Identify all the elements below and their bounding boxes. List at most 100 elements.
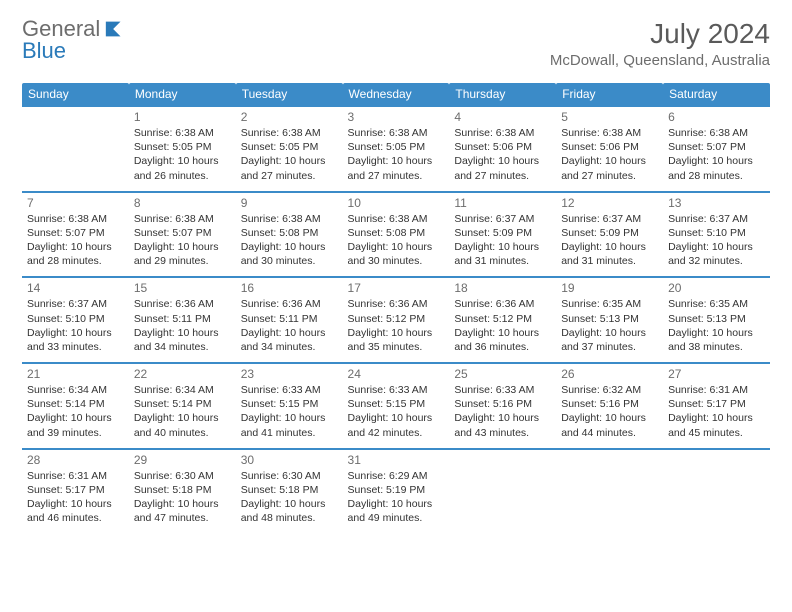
day-number: 8 xyxy=(134,196,231,210)
day-number: 13 xyxy=(668,196,765,210)
day-data: Sunrise: 6:35 AMSunset: 5:13 PMDaylight:… xyxy=(668,297,765,354)
calendar-week-row: 21Sunrise: 6:34 AMSunset: 5:14 PMDayligh… xyxy=(22,363,770,449)
day-number: 27 xyxy=(668,367,765,381)
day-number: 28 xyxy=(27,453,124,467)
day-cell: 16 Sunrise: 6:36 AMSunset: 5:11 PMDayligh… xyxy=(236,277,343,363)
day-number: 5 xyxy=(561,110,658,124)
month-title: July 2024 xyxy=(550,18,770,50)
day-number: 29 xyxy=(134,453,231,467)
day-cell: 30 Sunrise: 6:30 AMSunset: 5:18 PMDayligh… xyxy=(236,449,343,534)
day-cell: 17 Sunrise: 6:36 AMSunset: 5:12 PMDayligh… xyxy=(343,277,450,363)
day-number: 19 xyxy=(561,281,658,295)
day-cell: 23 Sunrise: 6:33 AMSunset: 5:15 PMDayligh… xyxy=(236,363,343,449)
day-cell: 5 Sunrise: 6:38 AMSunset: 5:06 PMDaylight… xyxy=(556,106,663,192)
day-number: 9 xyxy=(241,196,338,210)
day-number: 26 xyxy=(561,367,658,381)
day-data: Sunrise: 6:38 AMSunset: 5:05 PMDaylight:… xyxy=(348,126,445,183)
day-data: Sunrise: 6:30 AMSunset: 5:18 PMDaylight:… xyxy=(241,469,338,526)
day-cell: 11Sunrise: 6:37 AMSunset: 5:09 PMDayligh… xyxy=(449,192,556,278)
day-data: Sunrise: 6:37 AMSunset: 5:09 PMDaylight:… xyxy=(454,212,551,269)
day-cell: 13 Sunrise: 6:37 AMSunset: 5:10 PMDayligh… xyxy=(663,192,770,278)
title-block: July 2024 McDowall, Queensland, Australi… xyxy=(550,18,770,69)
logo-flag-icon xyxy=(104,18,126,40)
location: McDowall, Queensland, Australia xyxy=(550,52,770,69)
day-number: 6 xyxy=(668,110,765,124)
day-cell: 31 Sunrise: 6:29 AMSunset: 5:19 PMDayligh… xyxy=(343,449,450,534)
day-number: 3 xyxy=(348,110,445,124)
day-number: 16 xyxy=(241,281,338,295)
day-cell: 4 Sunrise: 6:38 AMSunset: 5:06 PMDaylight… xyxy=(449,106,556,192)
day-number: 21 xyxy=(27,367,124,381)
day-number: 14 xyxy=(27,281,124,295)
day-cell: 27 Sunrise: 6:31 AMSunset: 5:17 PMDayligh… xyxy=(663,363,770,449)
day-cell: 18 Sunrise: 6:36 AMSunset: 5:12 PMDayligh… xyxy=(449,277,556,363)
day-cell: 19 Sunrise: 6:35 AMSunset: 5:13 PMDayligh… xyxy=(556,277,663,363)
day-cell: 20 Sunrise: 6:35 AMSunset: 5:13 PMDayligh… xyxy=(663,277,770,363)
dow-monday: Monday xyxy=(129,83,236,106)
day-data: Sunrise: 6:36 AMSunset: 5:12 PMDaylight:… xyxy=(454,297,551,354)
day-cell: 1Sunrise: 6:38 AMSunset: 5:05 PMDaylight… xyxy=(129,106,236,192)
day-data: Sunrise: 6:38 AMSunset: 5:06 PMDaylight:… xyxy=(454,126,551,183)
day-data: Sunrise: 6:36 AMSunset: 5:11 PMDaylight:… xyxy=(241,297,338,354)
day-cell: 6 Sunrise: 6:38 AMSunset: 5:07 PMDaylight… xyxy=(663,106,770,192)
dow-sunday: Sunday xyxy=(22,83,129,106)
day-number: 22 xyxy=(134,367,231,381)
day-number: 10 xyxy=(348,196,445,210)
day-number: 15 xyxy=(134,281,231,295)
day-number: 18 xyxy=(454,281,551,295)
day-cell: 14 Sunrise: 6:37 AMSunset: 5:10 PMDayligh… xyxy=(22,277,129,363)
day-number: 7 xyxy=(27,196,124,210)
day-number: 2 xyxy=(241,110,338,124)
day-number: 30 xyxy=(241,453,338,467)
day-data: Sunrise: 6:35 AMSunset: 5:13 PMDaylight:… xyxy=(561,297,658,354)
calendar-week-row: 7 Sunrise: 6:38 AMSunset: 5:07 PMDaylight… xyxy=(22,192,770,278)
day-data: Sunrise: 6:33 AMSunset: 5:15 PMDaylight:… xyxy=(241,383,338,440)
logo: General Blue xyxy=(22,18,126,62)
calendar-week-row: 1 Sunrise: 6:38 AMSunset: 5:05 PMDaylight… xyxy=(22,106,770,192)
empty-cell xyxy=(449,449,556,534)
day-cell: 21Sunrise: 6:34 AMSunset: 5:14 PMDayligh… xyxy=(22,363,129,449)
header: General Blue July 2024 McDowall, Queensl… xyxy=(22,18,770,69)
day-data: Sunrise: 6:36 AMSunset: 5:12 PMDaylight:… xyxy=(348,297,445,354)
day-cell: 12Sunrise: 6:37 AMSunset: 5:09 PMDayligh… xyxy=(556,192,663,278)
day-number: 4 xyxy=(454,110,551,124)
day-data: Sunrise: 6:38 AMSunset: 5:07 PMDaylight:… xyxy=(668,126,765,183)
logo-text-2: Blue xyxy=(22,38,66,63)
day-cell: 7Sunrise: 6:38 AMSunset: 5:07 PMDaylight… xyxy=(22,192,129,278)
day-data: Sunrise: 6:37 AMSunset: 5:10 PMDaylight:… xyxy=(27,297,124,354)
day-cell: 10 Sunrise: 6:38 AMSunset: 5:08 PMDayligh… xyxy=(343,192,450,278)
day-data: Sunrise: 6:38 AMSunset: 5:08 PMDaylight:… xyxy=(348,212,445,269)
day-data: Sunrise: 6:30 AMSunset: 5:18 PMDaylight:… xyxy=(134,469,231,526)
day-number: 1 xyxy=(134,110,231,124)
dow-tuesday: Tuesday xyxy=(236,83,343,106)
dow-wednesday: Wednesday xyxy=(343,83,450,106)
day-number: 12 xyxy=(561,196,658,210)
day-data: Sunrise: 6:37 AMSunset: 5:10 PMDaylight:… xyxy=(668,212,765,269)
dow-row: Sunday Monday Tuesday Wednesday Thursday… xyxy=(22,83,770,106)
day-cell: 15 Sunrise: 6:36 AMSunset: 5:11 PMDayligh… xyxy=(129,277,236,363)
day-number: 24 xyxy=(348,367,445,381)
day-data: Sunrise: 6:31 AMSunset: 5:17 PMDaylight:… xyxy=(27,469,124,526)
day-data: Sunrise: 6:33 AMSunset: 5:15 PMDaylight:… xyxy=(348,383,445,440)
day-number: 17 xyxy=(348,281,445,295)
day-data: Sunrise: 6:29 AMSunset: 5:19 PMDaylight:… xyxy=(348,469,445,526)
day-data: Sunrise: 6:33 AMSunset: 5:16 PMDaylight:… xyxy=(454,383,551,440)
day-data: Sunrise: 6:38 AMSunset: 5:07 PMDaylight:… xyxy=(134,212,231,269)
day-data: Sunrise: 6:38 AMSunset: 5:06 PMDaylight:… xyxy=(561,126,658,183)
day-data: Sunrise: 6:31 AMSunset: 5:17 PMDaylight:… xyxy=(668,383,765,440)
day-data: Sunrise: 6:32 AMSunset: 5:16 PMDaylight:… xyxy=(561,383,658,440)
day-number: 25 xyxy=(454,367,551,381)
day-cell: 9 Sunrise: 6:38 AMSunset: 5:08 PMDaylight… xyxy=(236,192,343,278)
day-data: Sunrise: 6:38 AMSunset: 5:05 PMDaylight:… xyxy=(241,126,338,183)
day-number: 20 xyxy=(668,281,765,295)
day-data: Sunrise: 6:38 AMSunset: 5:08 PMDaylight:… xyxy=(241,212,338,269)
day-number: 31 xyxy=(348,453,445,467)
day-cell: 29 Sunrise: 6:30 AMSunset: 5:18 PMDayligh… xyxy=(129,449,236,534)
day-data: Sunrise: 6:36 AMSunset: 5:11 PMDaylight:… xyxy=(134,297,231,354)
day-cell: 22Sunrise: 6:34 AMSunset: 5:14 PMDayligh… xyxy=(129,363,236,449)
dow-thursday: Thursday xyxy=(449,83,556,106)
day-number: 23 xyxy=(241,367,338,381)
empty-cell xyxy=(556,449,663,534)
day-cell: 28 Sunrise: 6:31 AMSunset: 5:17 PMDayligh… xyxy=(22,449,129,534)
day-cell: 26 Sunrise: 6:32 AMSunset: 5:16 PMDayligh… xyxy=(556,363,663,449)
